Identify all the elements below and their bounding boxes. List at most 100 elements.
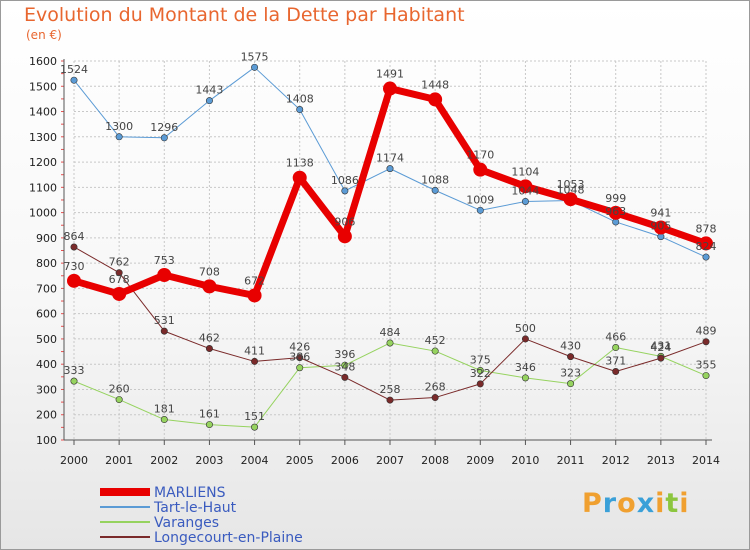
data-label-tart-le-haut: 905 (650, 220, 671, 233)
data-point-longecourt-en-plaine (657, 354, 665, 362)
data-label-varanges: 333 (64, 364, 85, 377)
data-point-longecourt-en-plaine (431, 394, 439, 402)
data-point-marliens (563, 192, 578, 207)
data-label-longecourt-en-plaine: 430 (560, 340, 581, 353)
data-label-varanges: 355 (696, 359, 717, 372)
x-tick-label: 2004 (241, 454, 269, 467)
data-point-tart-le-haut (341, 187, 349, 195)
proxiti-logo: Proxiti (582, 488, 690, 519)
data-point-longecourt-en-plaine (521, 335, 529, 343)
x-tick-label: 2010 (511, 454, 539, 467)
data-label-marliens: 1053 (557, 178, 585, 191)
data-point-marliens (202, 279, 217, 294)
data-point-marliens (292, 170, 307, 185)
data-point-longecourt-en-plaine (296, 354, 304, 362)
x-tick-label: 2011 (557, 454, 585, 467)
logo-letter: i (655, 488, 666, 519)
data-point-longecourt-en-plaine (205, 345, 213, 353)
data-point-varanges (160, 416, 168, 424)
x-tick-label: 2006 (331, 454, 359, 467)
data-label-tart-le-haut: 1296 (150, 121, 178, 134)
x-tick-label: 2007 (376, 454, 404, 467)
data-label-longecourt-en-plaine: 322 (470, 367, 491, 380)
data-label-tart-le-haut: 1300 (105, 120, 133, 133)
x-tick-label: 2003 (195, 454, 223, 467)
data-label-marliens: 672 (244, 274, 265, 287)
data-label-tart-le-haut: 1044 (511, 184, 539, 197)
data-point-tart-le-haut (160, 134, 168, 142)
data-point-marliens (383, 81, 397, 96)
y-tick-label: 300 (36, 383, 57, 396)
data-point-varanges (115, 396, 123, 404)
x-tick-label: 2009 (466, 454, 494, 467)
data-label-tart-le-haut: 1088 (421, 173, 449, 186)
y-tick-label: 1500 (29, 80, 57, 93)
data-point-marliens (157, 268, 172, 283)
y-tick-label: 1300 (29, 131, 57, 144)
data-label-longecourt-en-plaine: 258 (380, 383, 401, 396)
data-point-longecourt-en-plaine (476, 380, 484, 388)
data-labels: 1524 1300 1296 1443 1575 1408 1086 1174 1088 1009… (60, 50, 717, 423)
data-label-longecourt-en-plaine: 424 (650, 341, 671, 354)
data-point-longecourt-en-plaine (160, 327, 168, 335)
data-point-varanges (567, 380, 575, 388)
legend: MARLIENSTart-le-HautVarangesLongecourt-e… (100, 485, 303, 546)
data-label-marliens: 708 (199, 265, 220, 278)
y-tick-label: 1600 (29, 55, 57, 68)
y-tick-label: 1400 (29, 106, 57, 119)
data-point-varanges (70, 377, 78, 385)
data-point-marliens (699, 236, 713, 251)
data-label-varanges: 323 (560, 367, 581, 380)
data-label-tart-le-haut: 1048 (557, 183, 585, 196)
data-label-marliens: 999 (605, 192, 626, 205)
data-point-marliens (428, 92, 443, 107)
data-point-varanges (386, 339, 394, 347)
data-label-marliens: 730 (64, 260, 85, 273)
data-label-varanges: 386 (289, 351, 310, 364)
data-point-marliens (518, 179, 533, 194)
data-point-tart-le-haut (431, 186, 439, 194)
data-point-longecourt-en-plaine (612, 368, 620, 376)
data-label-marliens: 1448 (421, 78, 449, 91)
data-point-tart-le-haut (115, 133, 123, 141)
x-tick-label: 2008 (421, 454, 449, 467)
data-point-varanges (476, 367, 484, 375)
data-label-longecourt-en-plaine: 762 (109, 256, 130, 269)
data-label-longecourt-en-plaine: 268 (425, 381, 446, 394)
data-point-varanges (251, 423, 259, 431)
x-tick-label: 2000 (60, 454, 88, 467)
data-label-varanges: 375 (470, 354, 491, 367)
x-tick-label: 2012 (602, 454, 630, 467)
data-point-marliens (608, 205, 623, 220)
x-tick-label: 2013 (647, 454, 675, 467)
data-label-longecourt-en-plaine: 371 (605, 355, 626, 368)
data-label-longecourt-en-plaine: 462 (199, 332, 220, 345)
x-axis: 2000 2001 2002 2003 2004 2005 2006 2007 2008 2009… (60, 59, 720, 467)
data-label-tart-le-haut: 1575 (241, 50, 269, 63)
logo-letter: t (665, 488, 680, 519)
x-tick-label: 2001 (105, 454, 133, 467)
data-point-varanges (521, 374, 529, 382)
legend-label-tart-le-haut: Tart-le-Haut (153, 500, 237, 516)
y-tick-label: 100 (36, 434, 57, 447)
data-point-marliens (112, 286, 127, 301)
data-label-longecourt-en-plaine: 411 (244, 344, 265, 357)
data-point-marliens (337, 229, 352, 244)
y-tick-label: 700 (36, 282, 57, 295)
data-point-tart-le-haut (296, 106, 304, 114)
data-label-marliens: 878 (696, 222, 717, 235)
data-point-tart-le-haut (386, 165, 394, 173)
data-label-longecourt-en-plaine: 426 (289, 341, 310, 354)
data-label-varanges: 346 (515, 361, 536, 374)
legend-label-marliens: MARLIENS (154, 485, 226, 501)
data-point-varanges (205, 421, 213, 429)
data-point-longecourt-en-plaine (341, 373, 349, 381)
logo-letter: i (679, 488, 690, 519)
data-point-longecourt-en-plaine (115, 269, 123, 277)
data-point-longecourt-en-plaine (70, 243, 78, 251)
data-label-tart-le-haut: 824 (696, 240, 717, 253)
y-tick-label: 500 (36, 333, 57, 346)
data-label-varanges: 260 (109, 383, 130, 396)
data-label-varanges: 161 (199, 408, 220, 421)
